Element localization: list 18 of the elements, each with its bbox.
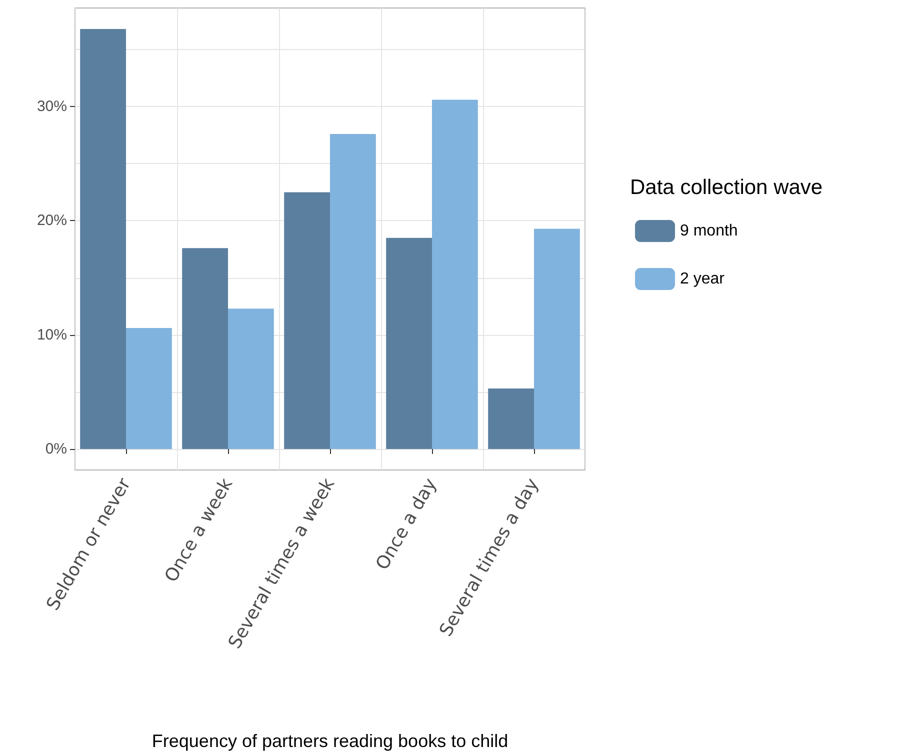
y-tick-label: 10% bbox=[36, 326, 67, 344]
bar bbox=[488, 388, 534, 449]
bar bbox=[228, 308, 274, 449]
bar bbox=[330, 134, 376, 449]
bar bbox=[126, 328, 172, 449]
y-tick-label: 20% bbox=[36, 212, 67, 230]
bar bbox=[432, 100, 478, 449]
legend-label: 9 month bbox=[680, 222, 738, 240]
bar bbox=[284, 192, 330, 449]
bar bbox=[534, 228, 580, 449]
bar bbox=[182, 248, 228, 449]
x-axis-title: Frequency of partners reading books to child bbox=[152, 731, 508, 751]
bar bbox=[80, 29, 126, 449]
legend-label: 2 year bbox=[680, 270, 726, 288]
legend-title: Data collection wave bbox=[630, 176, 823, 199]
bar bbox=[386, 238, 432, 449]
y-tick-label: 0% bbox=[45, 440, 67, 458]
y-tick-label: 30% bbox=[36, 98, 67, 116]
